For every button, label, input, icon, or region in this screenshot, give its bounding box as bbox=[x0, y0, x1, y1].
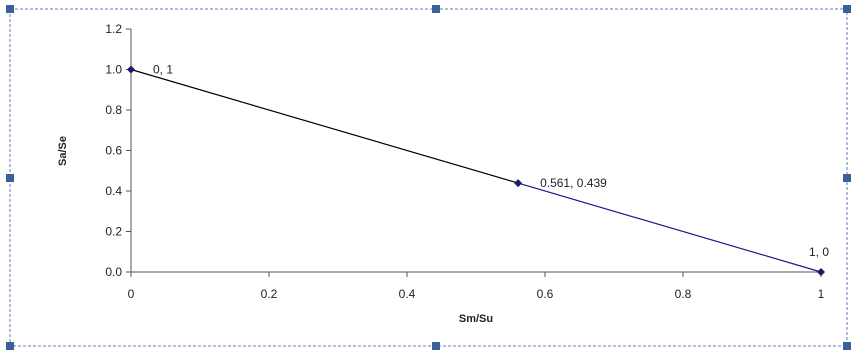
x-tick-label: 0.8 bbox=[675, 287, 692, 301]
y-tick-label: 0.4 bbox=[105, 184, 122, 198]
x-axis-label: Sm/Su bbox=[459, 313, 493, 325]
x-tick-label: 0.6 bbox=[537, 287, 554, 301]
x-tick-label: 0.4 bbox=[399, 287, 416, 301]
y-axis-label: Sa/Se bbox=[57, 136, 69, 166]
resize-handle-top-center[interactable] bbox=[432, 5, 440, 13]
resize-handle-middle-left[interactable] bbox=[6, 174, 14, 182]
data-point-label: 0, 1 bbox=[153, 63, 173, 77]
resize-handle-bottom-left[interactable] bbox=[6, 342, 14, 350]
y-tick-label: 1.2 bbox=[105, 22, 122, 36]
y-tick-label: 1.0 bbox=[105, 63, 122, 77]
resize-handle-top-right[interactable] bbox=[843, 5, 851, 13]
plot-area: 0.0 0.2 0.4 0.6 0.8 1.0 1.2 0 0.2 0.4 0.6 0.8 1 Sm/Su… bbox=[57, 22, 829, 325]
chart-border bbox=[9, 8, 848, 347]
series-line-segment bbox=[130, 68, 519, 184]
data-point-label: 0.561, 0.439 bbox=[540, 176, 607, 190]
data-point-label: 1, 0 bbox=[809, 245, 829, 259]
y-tick-label: 0.2 bbox=[105, 225, 122, 239]
y-tick-label: 0.8 bbox=[105, 103, 122, 117]
data-point-marker bbox=[127, 65, 135, 74]
resize-handle-bottom-center[interactable] bbox=[432, 342, 440, 350]
resize-handle-middle-right[interactable] bbox=[843, 174, 851, 182]
x-tick-label: 0.2 bbox=[261, 287, 278, 301]
data-point-marker bbox=[817, 268, 825, 276]
x-tick-label: 1 bbox=[818, 287, 825, 301]
x-tick-label: 0 bbox=[128, 287, 135, 301]
series-line-segment bbox=[517, 182, 822, 273]
resize-handle-bottom-right[interactable] bbox=[843, 342, 851, 350]
resize-handle-top-left[interactable] bbox=[6, 5, 14, 13]
y-tick-label: 0.0 bbox=[105, 265, 122, 279]
data-point-marker bbox=[514, 179, 523, 188]
y-tick-label: 0.6 bbox=[105, 144, 122, 158]
